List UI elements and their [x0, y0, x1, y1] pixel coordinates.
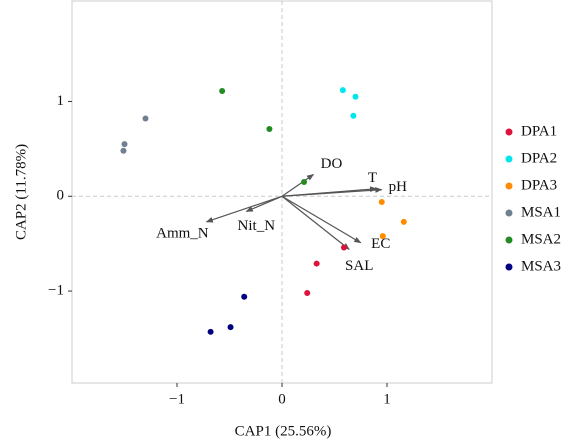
legend-label: DPA1: [521, 123, 557, 139]
legend-swatch: [505, 236, 513, 244]
legend-swatch: [505, 263, 513, 271]
point: [219, 88, 226, 95]
point: [207, 328, 214, 335]
legend-swatch: [505, 209, 513, 217]
point: [340, 244, 347, 251]
biplot-arrow: [281, 195, 350, 250]
point: [378, 198, 385, 205]
legend-swatch: [505, 155, 513, 163]
point: [352, 93, 359, 100]
biplot-arrow: [281, 187, 383, 197]
arrow-label: EC: [371, 236, 390, 252]
point: [120, 147, 127, 154]
arrow-label: SAL: [345, 258, 373, 274]
biplot-arrow: [281, 195, 362, 244]
legend-label: DPA2: [521, 150, 557, 166]
biplot-arrow: [281, 173, 315, 197]
point: [304, 289, 311, 296]
y-axis-label: CAP2 (11.78%): [13, 144, 29, 240]
point: [350, 112, 357, 119]
arrow-label: Nit_N: [238, 218, 276, 234]
point: [313, 260, 320, 267]
x-tick-label: −1: [169, 391, 185, 407]
x-axis-label: CAP1 (25.56%): [235, 423, 332, 439]
x-tick-label: 1: [383, 391, 391, 407]
point: [227, 324, 234, 331]
y-tick-label: 0: [57, 188, 65, 204]
legend-label: MSA1: [521, 204, 561, 220]
legend-swatch: [505, 128, 513, 136]
y-tick-label: −1: [48, 282, 64, 298]
biplot-arrow: [205, 195, 283, 223]
point: [301, 179, 308, 186]
legend-label: MSA2: [521, 231, 561, 247]
point: [400, 218, 407, 225]
legend-swatch: [505, 182, 513, 190]
point: [121, 141, 128, 148]
arrow-label: DO: [321, 156, 343, 172]
arrow-label: pH: [389, 179, 408, 195]
legend-label: MSA3: [521, 258, 561, 274]
point: [339, 87, 346, 94]
arrow-label: T: [368, 170, 377, 186]
point: [241, 293, 248, 300]
x-tick-label: 0: [278, 391, 286, 407]
biplot-arrow: [245, 195, 283, 212]
arrow-label: Amm_N: [156, 225, 209, 241]
legend-label: DPA3: [521, 177, 557, 193]
y-tick-label: 1: [57, 93, 65, 109]
point: [379, 233, 386, 240]
point: [266, 125, 273, 132]
point: [142, 115, 149, 122]
